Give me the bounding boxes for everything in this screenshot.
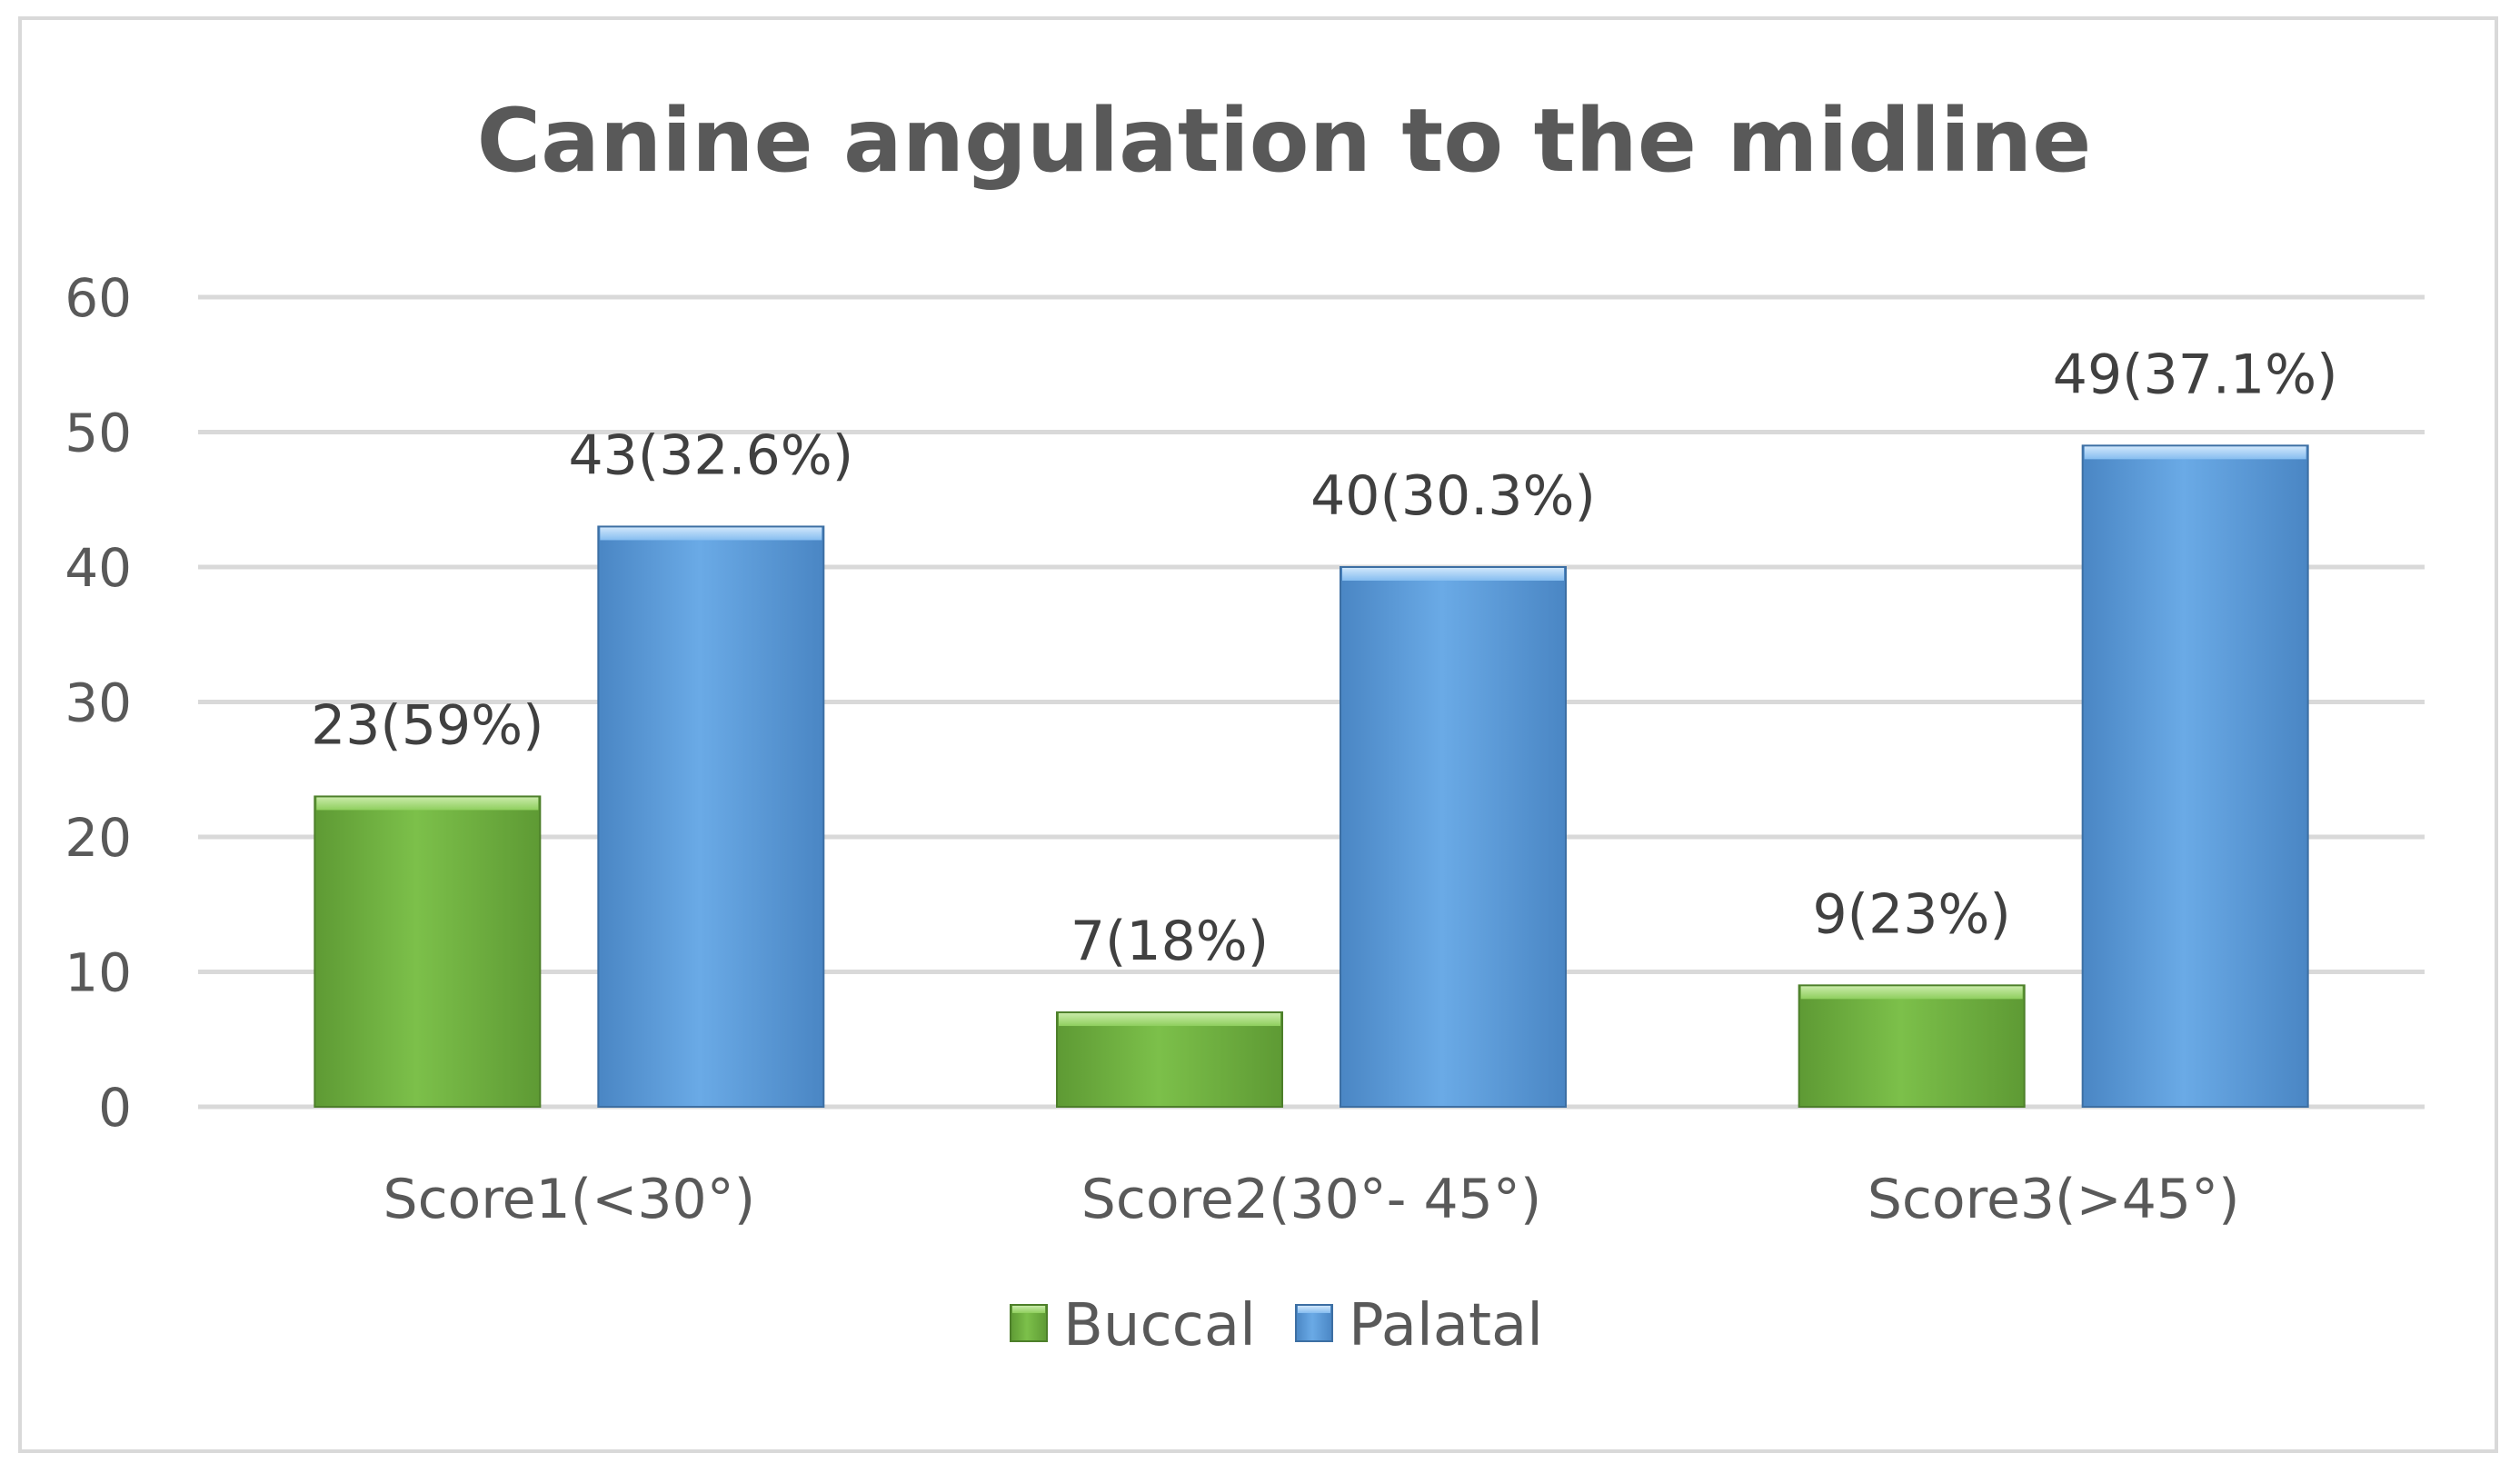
legend-label: Palatal bbox=[1349, 1292, 1543, 1359]
data-label-palatal-3: 49(37.1%) bbox=[2053, 343, 2338, 406]
x-axis-categories: Score1(<30°) Score2(30°- 45°) Score3(>45°) bbox=[383, 1168, 2239, 1231]
bar-buccal-1 bbox=[314, 795, 542, 1108]
gridlines bbox=[198, 294, 2425, 1110]
data-labels: 23(59%) 43(32.6%) 7(18%) 40(30.3%) 9(23%) 49(… bbox=[311, 343, 2337, 973]
bars bbox=[314, 444, 2309, 1109]
data-label-buccal-1: 23(59%) bbox=[311, 693, 544, 757]
data-label-palatal-2: 40(30.3%) bbox=[1310, 464, 1596, 528]
legend-label: Buccal bbox=[1063, 1292, 1256, 1359]
bar-palatal-3 bbox=[2081, 444, 2309, 1109]
y-tick-label: 20 bbox=[65, 807, 132, 869]
legend-item-buccal: Buccal bbox=[1010, 1292, 1256, 1359]
chart-title: Canine angulation to the midline bbox=[477, 90, 2092, 192]
data-label-buccal-3: 9(23%) bbox=[1812, 882, 2010, 946]
data-label-buccal-2: 7(18%) bbox=[1071, 910, 1269, 973]
x-category-label: Score1(<30°) bbox=[383, 1168, 755, 1231]
legend: Buccal Palatal bbox=[1010, 1292, 1543, 1359]
y-tick-label: 30 bbox=[65, 672, 132, 734]
x-category-label: Score3(>45°) bbox=[1868, 1168, 2240, 1231]
bar-buccal-3 bbox=[1798, 984, 2026, 1108]
bar-buccal-2 bbox=[1056, 1011, 1283, 1109]
y-axis-ticks: 0 10 20 30 40 50 60 bbox=[65, 267, 132, 1139]
y-tick-label: 0 bbox=[98, 1077, 132, 1139]
bar-palatal-2 bbox=[1340, 566, 1567, 1108]
y-tick-label: 50 bbox=[65, 403, 132, 464]
y-tick-label: 10 bbox=[65, 942, 132, 1004]
y-tick-label: 60 bbox=[65, 267, 132, 329]
x-category-label: Score2(30°- 45°) bbox=[1081, 1168, 1541, 1231]
legend-item-palatal: Palatal bbox=[1295, 1292, 1543, 1359]
data-label-palatal-1: 43(32.6%) bbox=[568, 423, 853, 487]
y-tick-label: 40 bbox=[65, 537, 132, 599]
bar-palatal-1 bbox=[597, 525, 825, 1108]
